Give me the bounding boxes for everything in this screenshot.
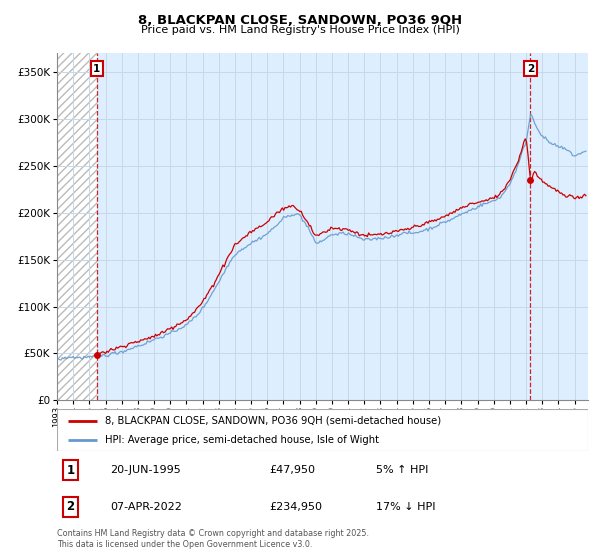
Text: 20-JUN-1995: 20-JUN-1995 [110,465,181,475]
FancyBboxPatch shape [57,409,588,451]
Text: £47,950: £47,950 [269,465,316,475]
Text: £234,950: £234,950 [269,502,322,512]
Text: 17% ↓ HPI: 17% ↓ HPI [376,502,435,512]
Text: 2: 2 [66,500,74,514]
Text: 5% ↑ HPI: 5% ↑ HPI [376,465,428,475]
Text: Price paid vs. HM Land Registry's House Price Index (HPI): Price paid vs. HM Land Registry's House … [140,25,460,35]
Text: 2: 2 [527,64,534,74]
Text: 8, BLACKPAN CLOSE, SANDOWN, PO36 9QH (semi-detached house): 8, BLACKPAN CLOSE, SANDOWN, PO36 9QH (se… [105,416,441,426]
Bar [57,53,97,400]
Text: 1: 1 [66,464,74,477]
Text: HPI: Average price, semi-detached house, Isle of Wight: HPI: Average price, semi-detached house,… [105,435,379,445]
Text: 07-APR-2022: 07-APR-2022 [110,502,182,512]
Text: Contains HM Land Registry data © Crown copyright and database right 2025.
This d: Contains HM Land Registry data © Crown c… [57,529,369,549]
Text: 8, BLACKPAN CLOSE, SANDOWN, PO36 9QH: 8, BLACKPAN CLOSE, SANDOWN, PO36 9QH [138,14,462,27]
Text: 1: 1 [93,64,100,74]
